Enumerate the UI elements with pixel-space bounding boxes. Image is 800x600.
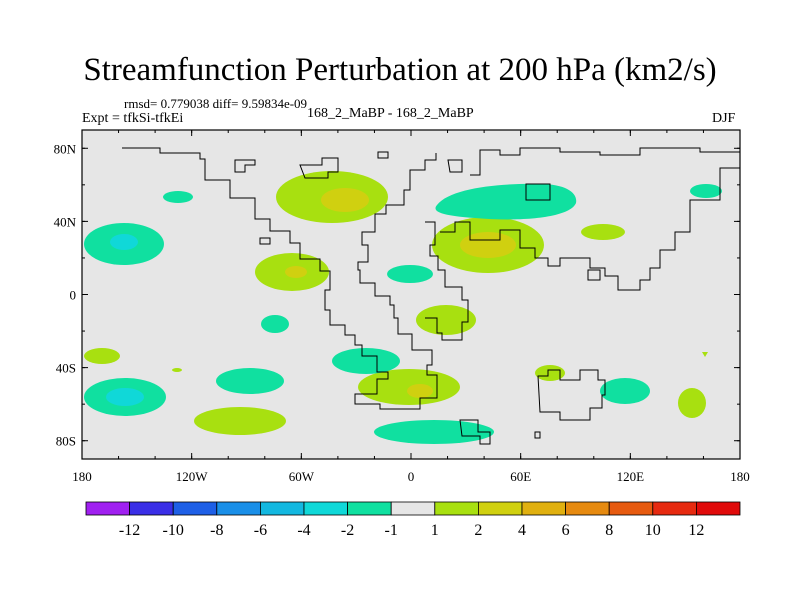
- colorbar-label: 8: [605, 522, 613, 539]
- anomaly-small-pacific: [172, 368, 182, 372]
- negative-anomalies: [84, 183, 722, 444]
- colorbar-swatch: [85, 501, 130, 516]
- coastline-antarctica-2: [534, 431, 541, 439]
- coastline-greenland: [447, 159, 463, 173]
- colorbar-swatch: [390, 501, 436, 516]
- x-tick-label: 180: [730, 469, 750, 484]
- colorbar-label: 10: [645, 522, 661, 539]
- chart-title: Streamfunction Perturbation at 200 hPa (…: [83, 52, 717, 88]
- anomaly-c-africa: [416, 305, 476, 335]
- colorbar-label: 6: [562, 522, 570, 539]
- colorbar-swatch: [521, 501, 566, 516]
- colorbar-swatch: [652, 501, 697, 516]
- anomaly-s-america: [332, 348, 400, 374]
- run-label: 168_2_MaBP - 168_2_MaBP: [307, 106, 474, 121]
- anomaly-nw-pacific: [690, 184, 722, 198]
- anomaly-w-pacific: [84, 348, 120, 364]
- y-tick-label: 80N: [54, 141, 77, 156]
- x-tick-label: 120W: [176, 469, 209, 484]
- stats-line: rmsd= 0.779038 diff= 9.59834e-09: [124, 96, 308, 111]
- anomaly-indian: [535, 365, 565, 381]
- plot-background: [82, 130, 740, 459]
- anomaly-sahara: [387, 265, 433, 283]
- map-panel: 180 120W 60W 0 60E 120E 180 80N 40N 0 40S 80S: [54, 129, 750, 484]
- colorbar-swatch: [347, 501, 392, 516]
- coastline-caspian: [525, 183, 551, 201]
- colorbar-label: 4: [518, 522, 526, 539]
- colorbar-swatch: [608, 501, 654, 516]
- x-tick-label: 60E: [510, 469, 531, 484]
- colorbar-swatch: [434, 501, 479, 516]
- colorbar-swatch: [216, 501, 261, 516]
- colorbar-label: 12: [688, 522, 704, 539]
- colorbar: [85, 501, 741, 516]
- anomaly-n-atlantic-core: [321, 188, 369, 212]
- colorbar-label: 2: [474, 522, 482, 539]
- coastline-eurasia-north: [470, 147, 740, 176]
- colorbar-swatch: [565, 501, 610, 516]
- coastline-americas: [122, 147, 438, 410]
- colorbar-swatch: [477, 501, 523, 516]
- anomaly-s-atlantic-core: [407, 384, 433, 398]
- anomaly-tasman: [678, 388, 706, 418]
- colorbar-swatch: [129, 501, 174, 516]
- anomaly-sw-atlantic: [216, 368, 284, 394]
- anomaly-bering: [163, 191, 193, 203]
- coastline-africa: [425, 221, 469, 341]
- colorbar-swatch: [696, 501, 741, 516]
- coastline-small-island: [259, 237, 271, 245]
- anomaly-e-africa-core: [460, 232, 516, 258]
- coastlines: [122, 147, 740, 445]
- colorbar-swatch: [303, 501, 348, 516]
- anomaly-s-atlantic-outer: [358, 369, 460, 405]
- coastline-eurasia-south: [440, 167, 740, 291]
- colorbar-label: -4: [297, 522, 310, 539]
- anomaly-e-pacific-core: [285, 266, 307, 278]
- y-tick-label: 40N: [54, 214, 77, 229]
- x-tick-label: 0: [408, 469, 415, 484]
- anomaly-s-pacific-core: [106, 388, 144, 406]
- colorbar-label: -8: [210, 522, 223, 539]
- x-tick-label: 60W: [289, 469, 315, 484]
- x-tick-label: 180: [72, 469, 92, 484]
- colorbar-swatch: [172, 501, 218, 516]
- anomaly-tiny-nz: [702, 352, 708, 357]
- anomaly-tibet: [581, 224, 625, 240]
- coastline-arctic-island-3: [377, 151, 389, 159]
- y-tick-label: 80S: [56, 434, 76, 449]
- colorbar-labels: -12 -10 -8 -6 -4 -2 -1 1 2 4 6 8 10 12: [119, 522, 704, 539]
- coastline-arctic-island-1: [234, 159, 256, 173]
- coastline-se-asia: [587, 269, 601, 281]
- anomaly-n-eurasia: [435, 183, 577, 220]
- axis-tick-labels: 180 120W 60W 0 60E 120E 180 80N 40N 0 40S 80S: [54, 141, 750, 484]
- season-label: DJF: [712, 111, 736, 126]
- colorbar-label: -2: [341, 522, 354, 539]
- anomaly-australia: [600, 378, 650, 404]
- coastline-australia: [537, 369, 606, 421]
- colorbar-label: -1: [385, 522, 398, 539]
- colorbar-label: -12: [119, 522, 140, 539]
- anomaly-se-pacific: [194, 407, 286, 435]
- y-tick-label: 40S: [56, 361, 76, 376]
- x-tick-label: 120E: [617, 469, 645, 484]
- coastline-arctic-island-2: [299, 157, 339, 179]
- colorbar-label: 1: [431, 522, 439, 539]
- experiment-label: Expt = tfkSi-tfkEi: [82, 111, 184, 126]
- anomaly-e-pacific-south: [261, 315, 289, 333]
- colorbar-label: -6: [254, 522, 267, 539]
- coastline-antarctica-1: [459, 419, 491, 445]
- anomaly-n-pacific-core: [110, 234, 138, 250]
- anomaly-s-ocean: [374, 420, 494, 444]
- colorbar-swatch: [259, 501, 305, 516]
- colorbar-label: -10: [163, 522, 184, 539]
- axis-ticks: [81, 130, 741, 459]
- y-tick-label: 0: [70, 288, 77, 303]
- positive-anomalies: [84, 171, 708, 435]
